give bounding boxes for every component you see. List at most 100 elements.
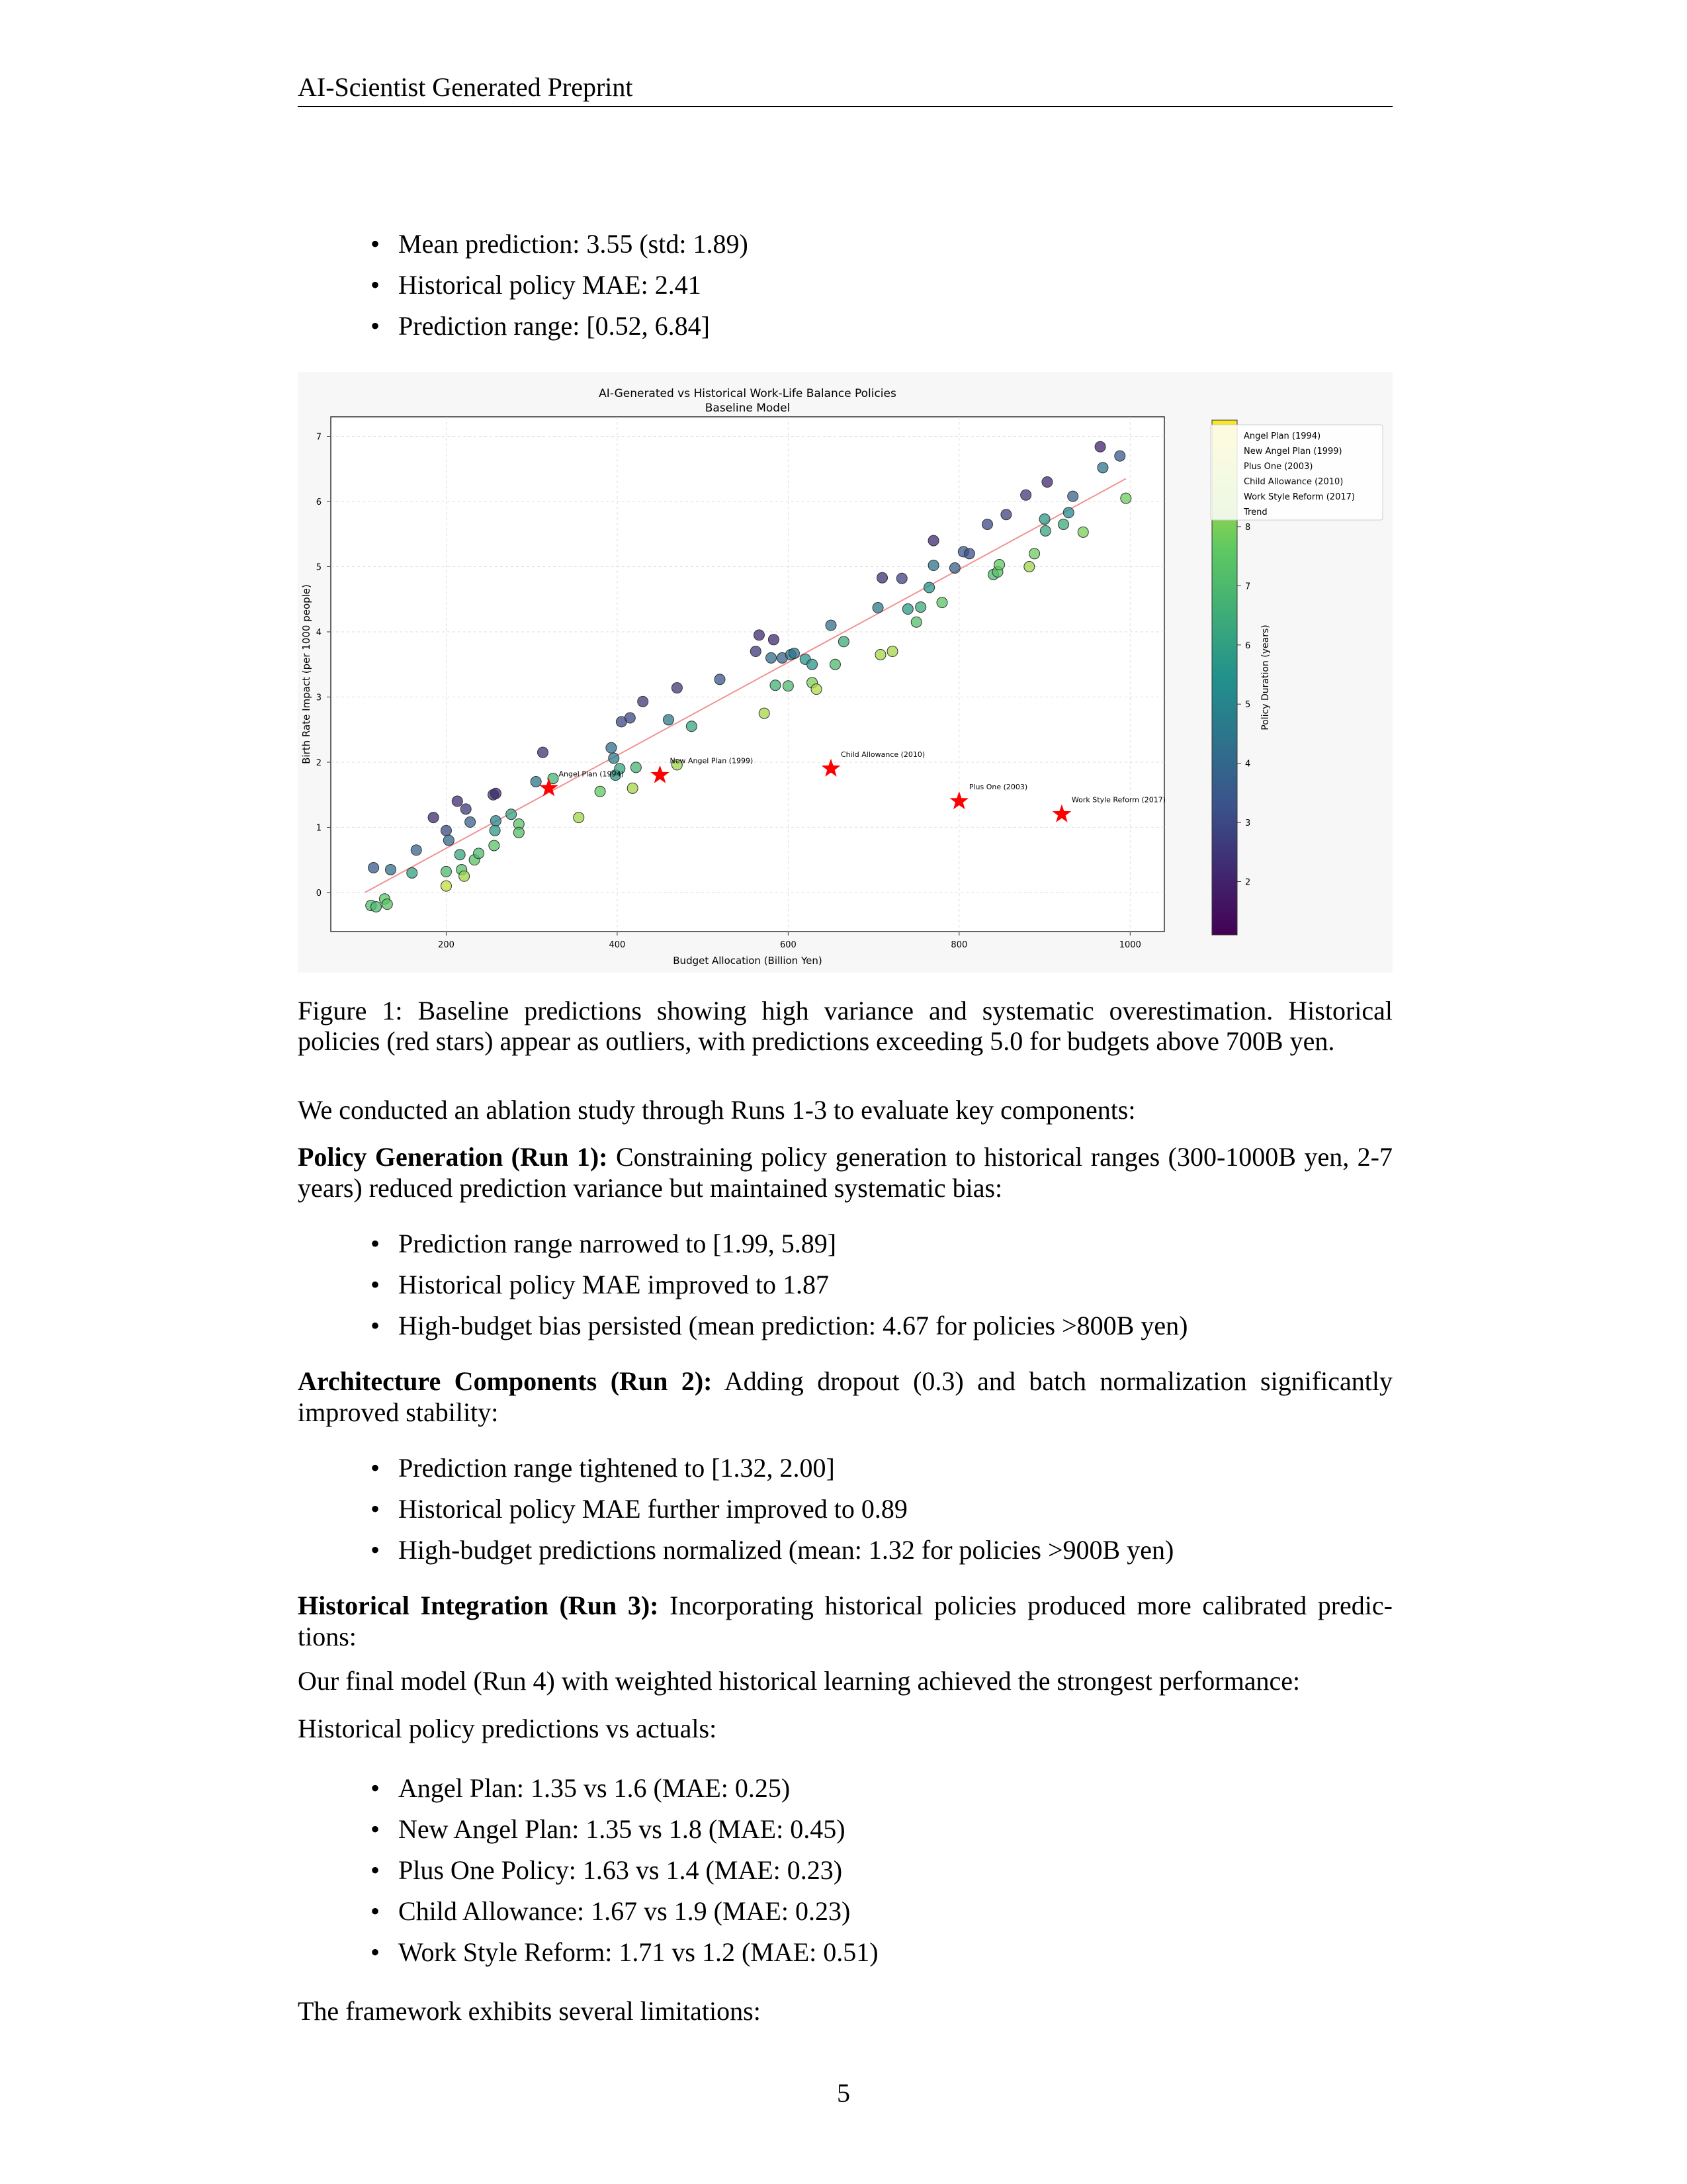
data-point: [1120, 492, 1132, 504]
data-point: [825, 619, 837, 631]
data-point: [662, 714, 674, 726]
data-point: [671, 682, 683, 694]
run1-results-list: Prediction range narrowed to [1.99, 5.89…: [370, 1223, 1188, 1346]
chart-title: AI-Generated vs Historical Work-Life Bal…: [599, 387, 896, 400]
historical-comparison-list: Angel Plan: 1.35 vs 1.6 (MAE: 0.25) New …: [370, 1768, 879, 1973]
list-item: Plus One Policy: 1.63 vs 1.4 (MAE: 0.23): [370, 1850, 879, 1891]
list-item: Prediction range narrowed to [1.99, 5.89…: [370, 1223, 1188, 1264]
colorbar-tick-label: 6: [1245, 641, 1250, 651]
data-point: [384, 863, 396, 875]
plot-area: [330, 416, 1165, 932]
colorbar-tick-label: 8: [1245, 523, 1250, 533]
data-point: [875, 648, 887, 660]
final-model-paragraph: Our final model (Run 4) with weighted hi…: [298, 1666, 1301, 1696]
y-tick-label: 5: [316, 563, 322, 573]
hist-vs-actual-paragraph: Historical policy predictions vs actuals…: [298, 1714, 717, 1743]
legend-entry: New Angel Plan (1999): [1244, 447, 1342, 457]
data-point: [758, 707, 770, 719]
data-point: [753, 629, 765, 641]
data-point: [1000, 509, 1012, 521]
data-point: [627, 782, 638, 794]
data-point: [829, 658, 841, 670]
data-point: [1077, 526, 1089, 538]
list-item: Historical policy MAE: 2.41: [370, 265, 748, 306]
run2-heading: Architecture Components (Run 2):: [298, 1366, 713, 1396]
historical-policy-label: Plus One (2003): [969, 783, 1027, 791]
data-point: [464, 816, 476, 828]
data-point: [573, 812, 585, 824]
data-point: [458, 870, 470, 882]
data-point: [981, 518, 993, 530]
y-tick-label: 0: [316, 889, 322, 898]
running-header: AI-Scientist Generated Preprint: [298, 72, 633, 102]
list-item: High-budget predictions normalized (mean…: [370, 1530, 1174, 1571]
data-point: [490, 815, 501, 827]
data-point: [624, 712, 636, 724]
data-point: [806, 658, 818, 670]
page-number: 5: [837, 2078, 850, 2108]
historical-policy-label: New Angel Plan (1999): [670, 757, 754, 765]
run2-paragraph: Architecture Components (Run 2): Adding …: [298, 1366, 1393, 1428]
list-item: Angel Plan: 1.35 vs 1.6 (MAE: 0.25): [370, 1768, 879, 1809]
data-point: [949, 562, 961, 574]
historical-policy-star: [650, 765, 670, 783]
run3-heading: Historical Integration (Run 3):: [298, 1591, 659, 1620]
run2-results-list: Prediction range tightened to [1.32, 2.0…: [370, 1448, 1174, 1571]
data-point: [440, 824, 452, 836]
chart-subtitle: Baseline Model: [705, 402, 791, 415]
data-point: [1094, 441, 1106, 453]
x-tick-label: 200: [438, 940, 454, 950]
y-tick-label: 2: [316, 758, 322, 768]
data-point: [1039, 513, 1051, 525]
colorbar-tick-label: 2: [1245, 878, 1250, 888]
y-tick-label: 4: [316, 628, 322, 638]
legend-entry: Work Style Reform (2017): [1244, 492, 1355, 502]
list-item: Mean prediction: 3.55 (std: 1.89): [370, 224, 748, 265]
data-point: [406, 867, 418, 879]
data-point: [788, 647, 800, 659]
data-point: [877, 572, 888, 584]
run1-heading: Policy Generation (Run 1):: [298, 1142, 608, 1172]
data-point: [838, 636, 849, 648]
list-item: Child Allowance: 1.67 vs 1.9 (MAE: 0.23): [370, 1891, 879, 1932]
data-point: [1029, 548, 1041, 560]
list-item: Work Style Reform: 1.71 vs 1.2 (MAE: 0.5…: [370, 1932, 879, 1973]
data-point: [963, 548, 975, 560]
data-point: [637, 695, 649, 707]
data-point: [443, 834, 454, 846]
historical-policies-group: Angel Plan (1994) New Angel Plan (1999) Ch…: [539, 750, 1166, 822]
y-tick-label: 7: [316, 433, 322, 443]
data-point: [614, 763, 626, 775]
data-point: [370, 901, 382, 913]
data-point: [513, 826, 525, 838]
data-point: [685, 721, 697, 732]
data-point: [714, 674, 726, 685]
y-tick-label: 1: [316, 823, 322, 833]
list-item: New Angel Plan: 1.35 vs 1.8 (MAE: 0.45): [370, 1809, 879, 1850]
data-point: [451, 795, 463, 807]
legend-entry: Trend: [1243, 507, 1268, 517]
data-point: [782, 680, 794, 692]
data-point: [1067, 490, 1079, 502]
x-tick-label: 400: [609, 940, 626, 950]
data-point: [1023, 561, 1035, 573]
x-axis-label: Budget Allocation (Billion Yen): [673, 955, 822, 967]
historical-policy-label: Child Allowance (2010): [841, 750, 925, 759]
colorbar-ticks: 2 3 4 5 6 7 8: [1237, 523, 1250, 888]
legend-entry: Angel Plan (1994): [1244, 431, 1320, 441]
data-point: [440, 880, 452, 892]
y-tick-label: 3: [316, 693, 322, 703]
legend: Angel Plan (1994) New Angel Plan (1999) Pl…: [1243, 431, 1355, 517]
colorbar-tick-label: 7: [1245, 582, 1250, 591]
data-point: [767, 634, 779, 646]
data-point: [381, 898, 393, 910]
data-point: [1041, 476, 1053, 488]
historical-policy-label: Work Style Reform (2017): [1072, 796, 1166, 805]
data-point: [810, 683, 822, 695]
historical-policy-star: [821, 758, 841, 777]
data-point: [489, 824, 501, 836]
colorbar-tick-label: 4: [1245, 760, 1250, 769]
data-point: [505, 808, 517, 820]
data-point: [1097, 462, 1109, 474]
historical-policy-star: [1052, 804, 1072, 822]
